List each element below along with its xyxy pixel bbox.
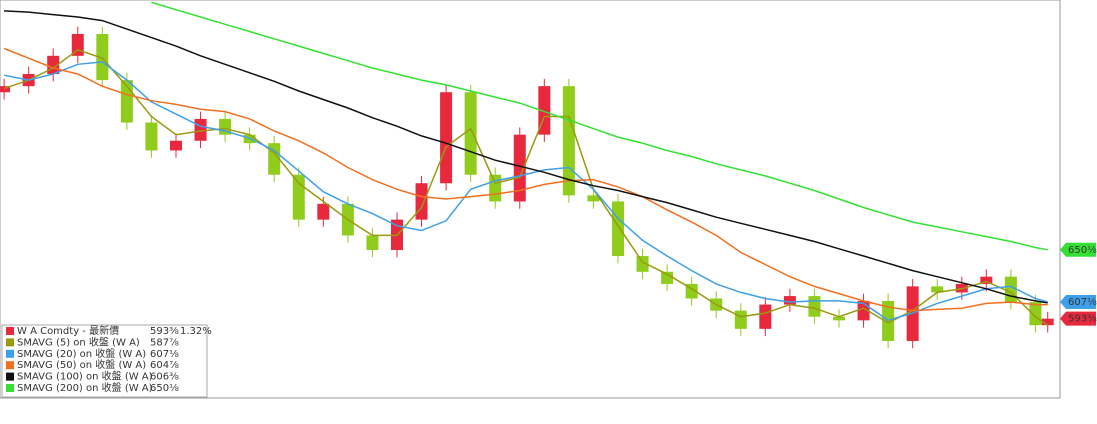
candle-body [931, 286, 944, 293]
value-tag-label: 650⅛ [1068, 245, 1097, 256]
legend-label: SMAVG (200) on 收盤 (W A) [17, 381, 153, 394]
sma-line [3, 47, 1048, 312]
candle-body [1041, 318, 1054, 326]
legend-swatch [6, 384, 14, 392]
value-tag [1060, 311, 1096, 326]
candle-body [292, 174, 305, 220]
legend-label: SMAVG (5) on 收盤 (W A) [17, 335, 140, 348]
sma-line [3, 48, 1049, 326]
legend-value: 607⅛ [150, 349, 179, 360]
legend-value: 606⅜ [150, 372, 179, 383]
candle-body [169, 140, 182, 151]
marks [0, 1, 1054, 349]
legend-label: W A Comdty - 最新價 [17, 324, 119, 337]
sma-line [151, 1, 1048, 251]
legend-swatch [6, 327, 14, 335]
candle-body [464, 92, 477, 175]
candle-body [611, 201, 624, 257]
candle-body [1029, 302, 1042, 326]
candle-body [1004, 276, 1017, 303]
legend-swatch [6, 372, 14, 381]
value-tag [1060, 242, 1096, 257]
candle-body [489, 174, 502, 202]
legend: W A Comdty - 最新價 593⅜ 1.32% SMAVG (5) on 收盤… [1, 324, 212, 398]
legend-value: 604⅞ [150, 360, 179, 371]
candle-body [415, 183, 428, 220]
candle-body [366, 235, 379, 250]
candle-body [587, 195, 600, 202]
value-tag-label: 593⅜ [1068, 314, 1097, 325]
legend-swatch [6, 338, 14, 347]
candle-body [661, 271, 674, 284]
legend-swatch [6, 349, 14, 358]
candle-body [734, 310, 747, 329]
legend-label: SMAVG (20) on 收盤 (W A) [17, 347, 146, 360]
legend-swatch [6, 361, 14, 370]
candle-body [0, 86, 11, 93]
candle-body [832, 316, 845, 321]
sma-line [4, 10, 1048, 304]
candle-body [808, 296, 821, 317]
legend-value: 587⅞ [150, 337, 179, 348]
candle-body [759, 304, 772, 329]
candle-body [145, 122, 158, 151]
value-tag [1060, 294, 1096, 309]
legend-value: 650⅛ [150, 383, 179, 394]
candle-body [96, 33, 109, 81]
value-tag-label: 607⅛ [1068, 297, 1097, 308]
candle-body [513, 134, 526, 202]
candle-body [783, 296, 796, 305]
candle-body [440, 92, 453, 184]
legend-change: 1.32% [180, 326, 212, 337]
legend-label: SMAVG (100) on 收盤 (W A) [17, 370, 153, 383]
legend-value: 593⅜ [150, 326, 179, 337]
legend-label: SMAVG (50) on 收盤 (W A) [17, 358, 146, 371]
sma-line [3, 61, 1048, 322]
candle-body [980, 276, 993, 284]
candle-body [317, 203, 330, 220]
candle-body [636, 256, 649, 272]
legend-box [1, 324, 208, 398]
axis: 650⅛ 607⅛ 593⅜ [1060, 242, 1097, 326]
